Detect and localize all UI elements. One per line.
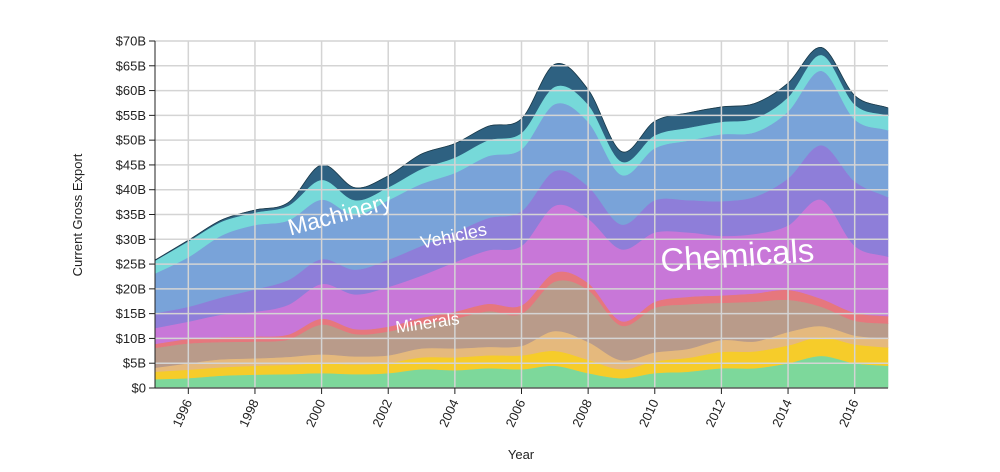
y-axis-title: Current Gross Export: [70, 153, 85, 276]
y-tick-label: $0: [132, 381, 146, 396]
x-axis-title: Year: [508, 447, 535, 462]
x-tick-label: 2010: [636, 397, 662, 430]
y-tick-label: $40B: [116, 182, 146, 197]
x-tick-label: 2006: [503, 397, 529, 430]
y-tick-label: $30B: [116, 232, 146, 247]
y-tick-label: $45B: [116, 157, 146, 172]
y-tick-label: $35B: [116, 207, 146, 222]
x-tick-label: 2014: [769, 397, 795, 430]
x-tick-label: 2004: [436, 397, 462, 430]
x-tick-label: 2000: [303, 397, 329, 430]
y-tick-label: $5B: [123, 356, 146, 371]
y-tick-label: $25B: [116, 257, 146, 272]
y-tick-label: $70B: [116, 34, 146, 49]
y-tick-label: $55B: [116, 108, 146, 123]
x-tick-label: 2002: [369, 397, 395, 430]
y-tick-label: $10B: [116, 331, 146, 346]
y-tick-label: $15B: [116, 306, 146, 321]
y-tick-label: $20B: [116, 281, 146, 296]
x-tick-label: 2008: [569, 397, 595, 430]
x-axis: 1996 1998 2000 2002 2004 2006 2008 2010 2012 2014…: [155, 387, 888, 430]
x-tick-label: 2012: [702, 397, 728, 430]
y-tick-label: $50B: [116, 133, 146, 148]
y-tick-label: $65B: [116, 58, 146, 73]
x-tick-label: 1998: [236, 397, 262, 430]
x-tick-label: 1996: [169, 397, 195, 430]
y-axis: $0 $5B $10B $15B $20B $25B $30B $35B $40B $45B $50…: [116, 34, 156, 396]
y-tick-label: $60B: [116, 83, 146, 98]
x-tick-label: 2016: [836, 397, 862, 430]
